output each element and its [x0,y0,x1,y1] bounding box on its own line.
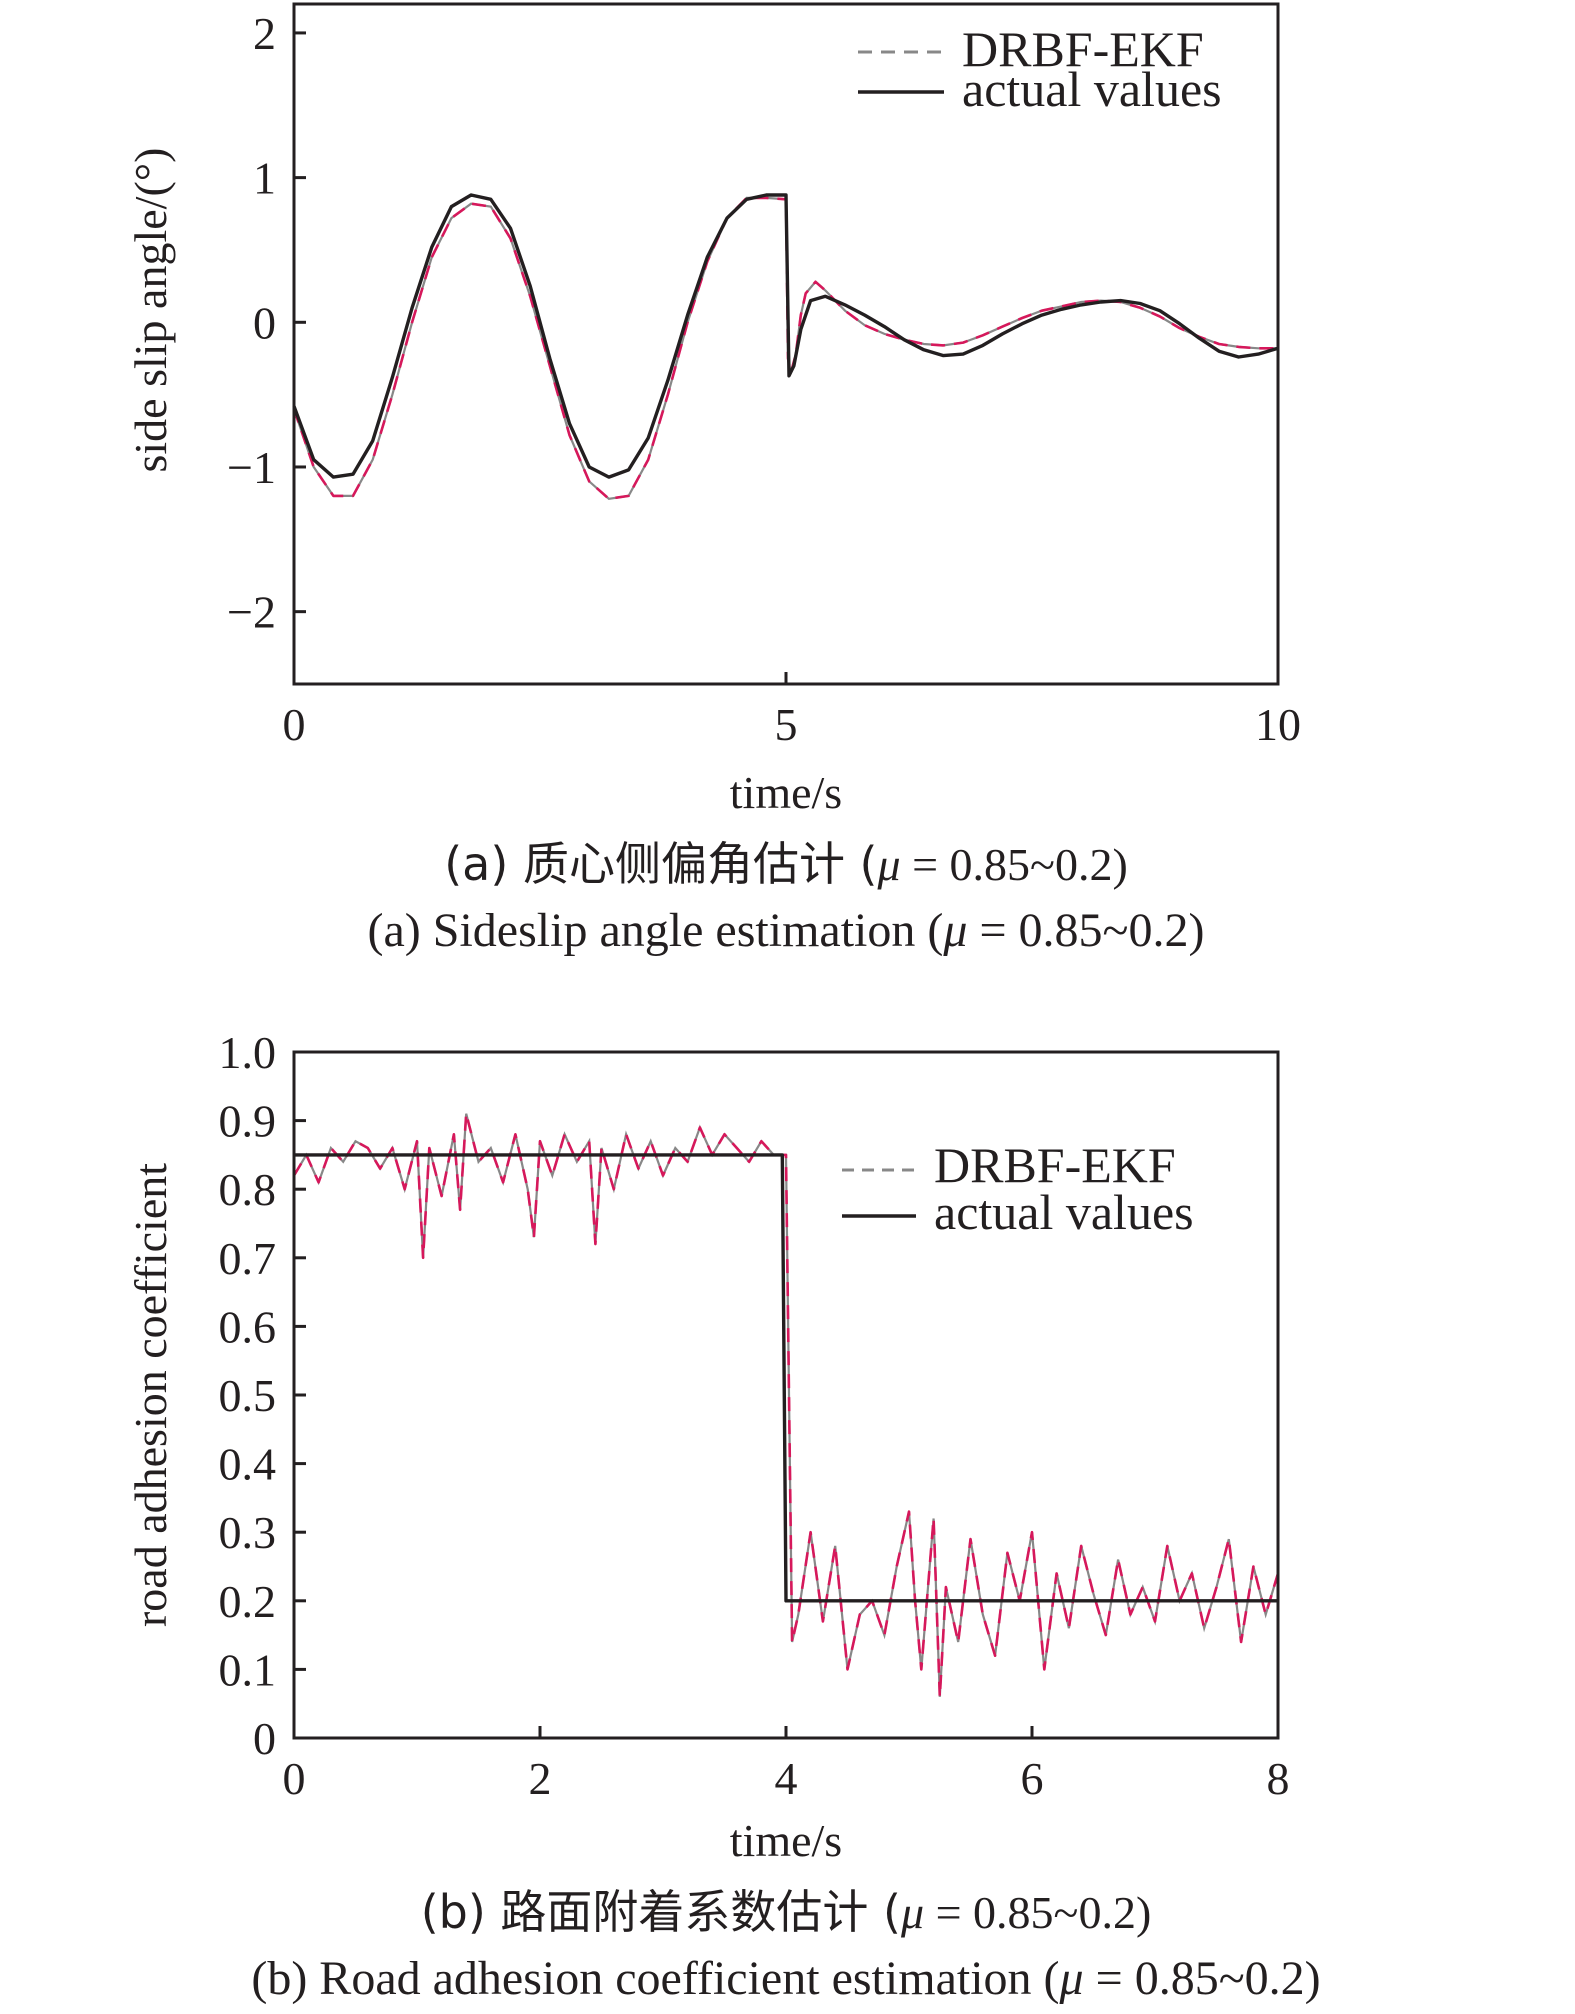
panel-a-x-axis-label: time/s [730,767,842,818]
panel-a-caption-en: (a) Sideslip angle estimation (μ = 0.85~… [368,904,1205,957]
panel-a-x-tick-label: 5 [775,699,798,750]
panel-b-ticks: 0 2 4 6 8 1.0 0.9 0.8 0.7 0.6 0.5 0.4 0.3 0.2 0.1 0 [219,1027,1290,1804]
panel-b-x-tick-label: 4 [775,1753,798,1804]
panel-a-x-tick-label: 0 [283,699,306,750]
panel-b-legend-label-estimate: DRBF-EKF [934,1137,1176,1193]
panel-b-y-tick-label: 0.3 [219,1507,277,1558]
panel-b-y-tick-label: 0.1 [219,1644,277,1695]
panel-a-legend-label-actual: actual values [962,61,1222,117]
panel-a-y-tick-label: −2 [227,587,276,638]
panel-b-adhesion-chart: 0 2 4 6 8 1.0 0.9 0.8 0.7 0.6 0.5 0.4 0.3 0.2 0.1 0 tim… [125,1027,1321,2005]
panel-b-series-actual [294,1153,1278,1603]
panel-a-y-tick-label: 0 [253,297,276,348]
panel-a-x-tick-label: 10 [1255,699,1301,750]
panel-b-legend: DRBF-EKF actual values [842,1137,1194,1240]
panel-b-legend-label-actual: actual values [934,1184,1194,1240]
panel-a-y-axis-label: side slip angle/(°) [125,148,176,473]
panel-b-plot-frame [292,1050,1280,1740]
panel-a-caption-cn: (a) 质心侧偏角估计 (μ = 0.85~0.2) [444,837,1128,891]
panel-a-series [292,193,1279,501]
panel-b-caption-cn: (b) 路面附着系数估计 (μ = 0.85~0.2) [421,1885,1152,1939]
panel-a-y-tick-label: 1 [253,153,276,204]
panel-b-y-tick-label: 0 [253,1713,276,1764]
panel-b-y-tick-label: 0.7 [219,1233,277,1284]
panel-b-x-tick-label: 8 [1267,1753,1290,1804]
panel-a-series-actual [292,193,1279,479]
panel-b-y-tick-label: 1.0 [219,1027,277,1078]
panel-a-legend-label-estimate: DRBF-EKF [962,21,1204,77]
panel-b-x-tick-label: 2 [529,1753,552,1804]
panel-a-legend: DRBF-EKF actual values [858,21,1222,117]
panel-b-y-tick-label: 0.8 [219,1164,277,1215]
panel-a-y-tick-label: −1 [227,442,276,493]
panel-b-y-tick-label: 0.5 [219,1370,277,1421]
panel-b-x-tick-label: 6 [1021,1753,1044,1804]
panel-b-y-tick-label: 0.6 [219,1301,277,1352]
panel-b-x-axis-label: time/s [730,1815,842,1866]
panel-b-y-axis-label: road adhesion coefficient [125,1163,176,1627]
panel-b-y-tick-label: 0.2 [219,1576,277,1627]
panel-b-caption-en: (b) Road adhesion coefficient estimation… [251,1952,1320,2005]
panel-b-y-tick-label: 0.4 [219,1439,277,1490]
panel-b-y-tick-label: 0.9 [219,1096,277,1147]
panel-a-y-tick-label: 2 [253,8,276,59]
panel-b-x-tick-label: 0 [283,1753,306,1804]
panel-a-plot-frame [292,2,1280,686]
panel-b-series [292,1112,1280,1699]
